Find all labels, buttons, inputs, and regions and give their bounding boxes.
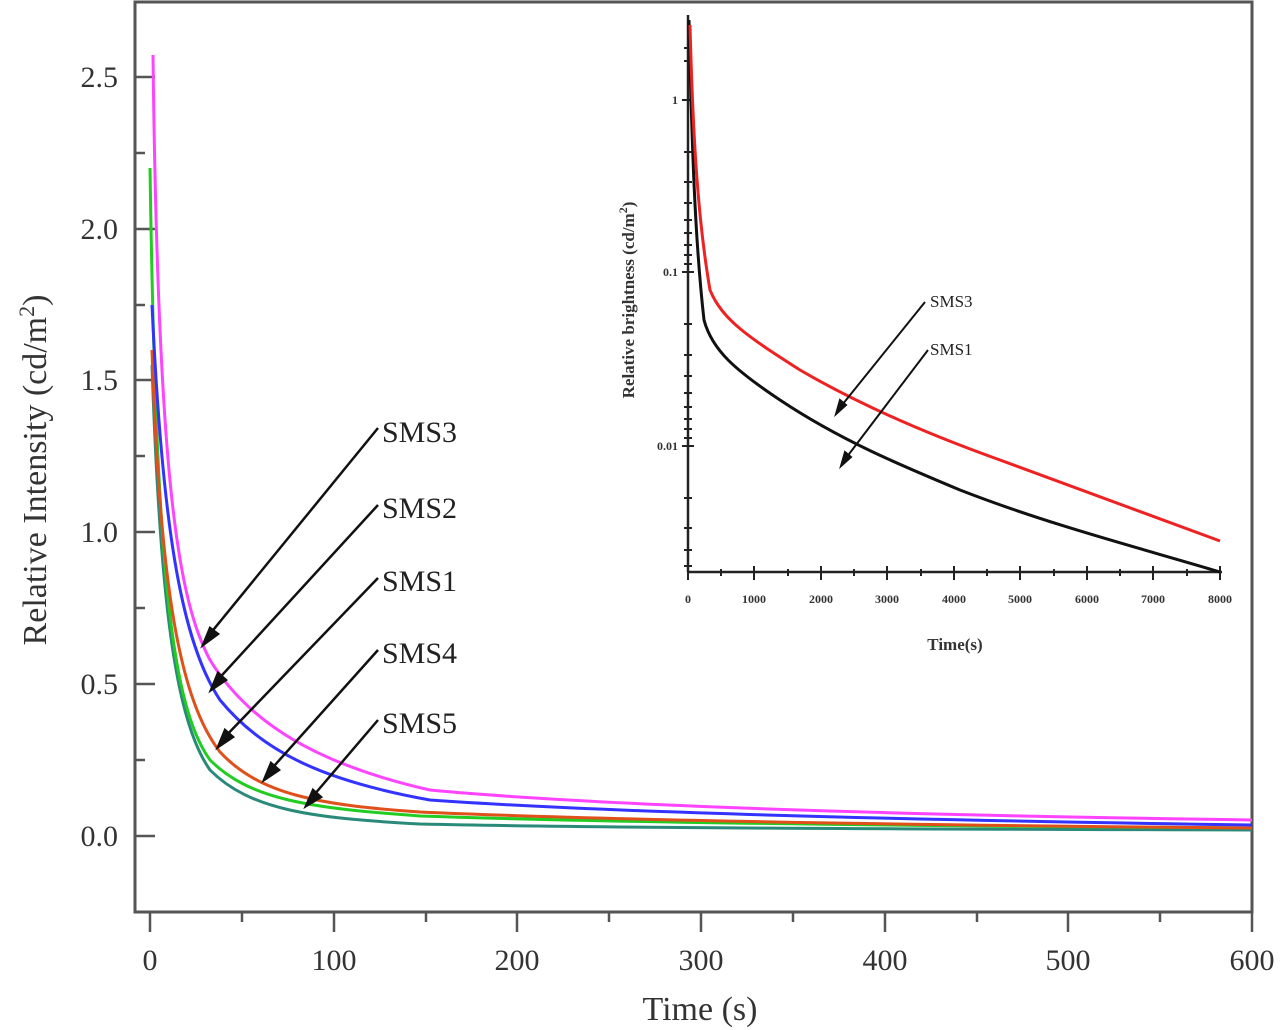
inset-y-axis-title: Relative brightness (cd/m2) <box>616 202 638 399</box>
main-annotation-arrows <box>200 427 379 810</box>
inset-x-axis-title: Time(s) <box>927 635 982 654</box>
inset-x-tick-label: 2000 <box>809 592 833 606</box>
x-tick-label: 400 <box>863 944 908 977</box>
x-axis-title: Time (s) <box>643 991 758 1028</box>
series-sms5 <box>150 364 1253 832</box>
inset-annotation-arrows <box>834 301 929 470</box>
inset-y-tick-labels: 1 0.1 0.01 <box>657 93 678 453</box>
label-sms1: SMS1 <box>382 565 457 598</box>
label-sms2: SMS2 <box>382 492 457 525</box>
label-sms5: SMS5 <box>382 707 457 740</box>
inset-x-tick-label: 3000 <box>875 592 899 606</box>
inset-x-tick-label: 5000 <box>1008 592 1032 606</box>
inset-series <box>687 19 1221 574</box>
main-series <box>148 54 1253 832</box>
y-tick-label: 1.5 <box>81 364 119 397</box>
inset-y-tick-label: 0.1 <box>663 265 678 279</box>
inset-x-tick-label: 7000 <box>1141 592 1165 606</box>
x-tick-label: 300 <box>679 944 724 977</box>
inset-y-tick-label: 1 <box>672 93 678 107</box>
main-x-tick-labels: 0 100 200 300 400 500 600 <box>143 944 1275 977</box>
main-y-ticks <box>135 75 155 838</box>
series-sms2 <box>150 304 1253 827</box>
inset-x-tick-label: 6000 <box>1075 592 1099 606</box>
series-sms4 <box>148 167 1253 830</box>
inset-label-sms3: SMS3 <box>930 292 973 311</box>
x-tick-label: 500 <box>1046 944 1091 977</box>
inset-chart: 1 0.1 0.01 0 1000 2000 3000 4000 5000 60… <box>616 15 1232 654</box>
inset-series-sms1 <box>687 19 1221 574</box>
label-sms3: SMS3 <box>382 416 457 449</box>
inset-x-ticks <box>687 566 1221 580</box>
main-y-tick-labels: 0.0 0.5 1.0 1.5 2.0 2.5 <box>81 61 119 853</box>
x-tick-label: 0 <box>143 944 158 977</box>
inset-y-tick-label: 0.01 <box>657 439 678 453</box>
inset-x-tick-label: 4000 <box>942 592 966 606</box>
main-x-ticks <box>148 912 1254 932</box>
inset-label-sms1: SMS1 <box>930 340 973 359</box>
inset-x-tick-label: 1000 <box>742 592 766 606</box>
y-tick-label: 0.0 <box>81 820 119 853</box>
main-annotation-labels: SMS3 SMS2 SMS1 SMS4 SMS5 <box>382 416 457 740</box>
series-sms3 <box>151 54 1253 822</box>
x-tick-label: 100 <box>312 944 357 977</box>
label-sms4: SMS4 <box>382 637 457 670</box>
inset-x-tick-label: 8000 <box>1208 592 1232 606</box>
y-tick-label: 2.0 <box>81 213 119 246</box>
x-tick-label: 600 <box>1230 944 1275 977</box>
x-tick-label: 200 <box>495 944 540 977</box>
y-tick-label: 2.5 <box>81 61 119 94</box>
y-axis-title: Relative Intensity (cd/m2) <box>14 295 54 646</box>
y-tick-label: 1.0 <box>81 516 119 549</box>
series-sms1 <box>150 349 1253 830</box>
y-tick-label: 0.5 <box>81 668 119 701</box>
inset-series-sms3 <box>688 24 1221 543</box>
inset-x-tick-label: 0 <box>685 592 691 606</box>
inset-y-ticks <box>682 47 694 567</box>
inset-x-tick-labels: 0 1000 2000 3000 4000 5000 6000 7000 800… <box>685 592 1232 606</box>
